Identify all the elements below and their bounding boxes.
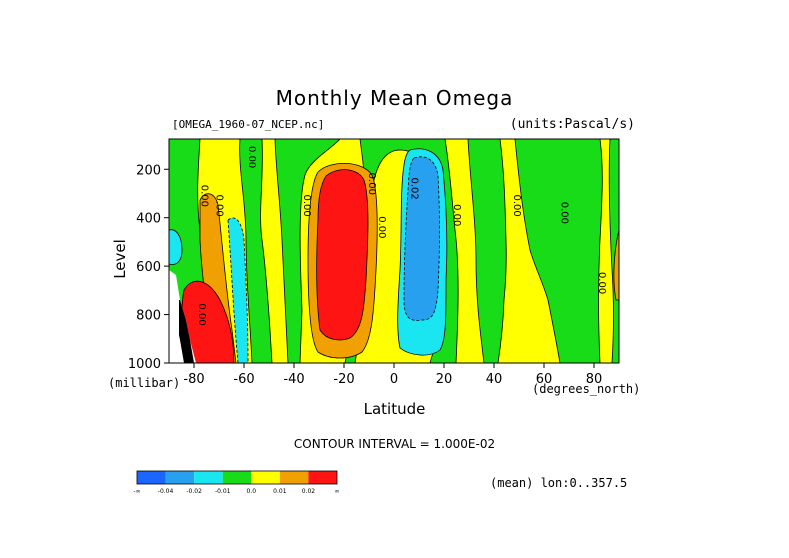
x-tick-label: 20 bbox=[436, 372, 453, 387]
contour-label: 0.00 bbox=[301, 194, 312, 216]
colorbar-label: -0.02 bbox=[186, 488, 202, 495]
contour-labels: 0.00 0.00 0.00 0.00 0.00 0.00 0.02 0.00 0.00 0.00… bbox=[196, 146, 607, 326]
red-region bbox=[316, 169, 369, 341]
y-tick-label: 1000 bbox=[128, 357, 161, 372]
contour-interval-label: CONTOUR INTERVAL = 1.000E-02 bbox=[293, 437, 496, 451]
colorbar-label: -0.04 bbox=[158, 488, 174, 495]
colorbar-label: -∞ bbox=[133, 488, 140, 495]
x-tick-label: 80 bbox=[586, 372, 603, 387]
y-axis-units: (millibar) bbox=[108, 376, 181, 390]
contour-label: 0.00 bbox=[196, 303, 207, 325]
y-tick-label: 600 bbox=[136, 260, 161, 275]
x-tick-label: -80 bbox=[183, 372, 204, 387]
blue-region bbox=[403, 156, 440, 321]
colorbar-swatch bbox=[251, 471, 280, 484]
colorbar-label: -0.01 bbox=[215, 488, 231, 495]
green-region bbox=[514, 139, 603, 363]
orange-region bbox=[613, 229, 619, 301]
contour-fill-layer bbox=[169, 139, 619, 363]
contour-label: 0.00 bbox=[246, 146, 257, 168]
colorbar-swatch bbox=[165, 471, 195, 484]
y-axis: 200 400 600 800 1000 bbox=[128, 163, 169, 372]
green-region bbox=[274, 139, 341, 363]
mean-annotation: (mean) lon:0..357.5 bbox=[490, 476, 628, 490]
contour-label: 0.00 bbox=[199, 185, 210, 207]
y-tick-label: 800 bbox=[136, 309, 161, 324]
contour-label: 0.00 bbox=[511, 194, 522, 216]
chart-title: Monthly Mean Omega bbox=[275, 86, 514, 110]
x-tick-label: -20 bbox=[333, 372, 354, 387]
x-tick-label: -60 bbox=[233, 372, 254, 387]
x-tick-label: 60 bbox=[536, 372, 553, 387]
green-region bbox=[239, 139, 273, 363]
colorbar-frame bbox=[136, 470, 338, 485]
contour-label: 0.00 bbox=[559, 202, 570, 224]
colorbar-swatch bbox=[194, 471, 223, 484]
x-axis-units: (degrees_north) bbox=[532, 382, 641, 396]
contour-label: 0.00 bbox=[596, 272, 607, 294]
contour-label: 0.00 bbox=[366, 173, 377, 195]
colorbar-label: 0.02 bbox=[302, 488, 316, 495]
colorbar-swatch bbox=[137, 471, 166, 484]
x-tick-label: 40 bbox=[486, 372, 503, 387]
x-axis: -80 -60 -40 -20 0 20 40 60 80 bbox=[183, 363, 602, 387]
terrain-mask bbox=[176, 300, 194, 363]
colorbar-label: ∞ bbox=[335, 488, 340, 495]
x-tick-label: 0 bbox=[390, 372, 398, 387]
cyan-region bbox=[227, 217, 249, 363]
contour-label: 0.02 bbox=[409, 178, 420, 200]
y-tick-label: 200 bbox=[136, 163, 161, 178]
y-tick-label: 400 bbox=[136, 212, 161, 227]
file-name-label: [OMEGA_1960-07_NCEP.nc] bbox=[172, 118, 325, 131]
colorbar-swatch bbox=[222, 471, 252, 484]
colorbar-label: 0.0 bbox=[247, 488, 257, 495]
cyan-region bbox=[169, 229, 183, 265]
terrain-mask-block bbox=[169, 300, 179, 363]
x-tick-label: -40 bbox=[283, 372, 304, 387]
colorbar-label: 0.01 bbox=[273, 488, 287, 495]
contour-label: 0.00 bbox=[376, 216, 387, 238]
colorbar-swatch bbox=[279, 471, 309, 484]
x-axis-label: Latitude bbox=[363, 400, 426, 418]
units-label: (units:Pascal/s) bbox=[509, 117, 635, 132]
colorbar: -∞ -0.04 -0.02 -0.01 0.0 0.01 0.02 ∞ bbox=[133, 470, 340, 495]
colorbar-swatch bbox=[308, 471, 337, 484]
contour-label: 0.00 bbox=[451, 204, 462, 226]
contour-label: 0.00 bbox=[214, 194, 225, 216]
green-region bbox=[467, 139, 507, 363]
green-region bbox=[608, 139, 619, 363]
